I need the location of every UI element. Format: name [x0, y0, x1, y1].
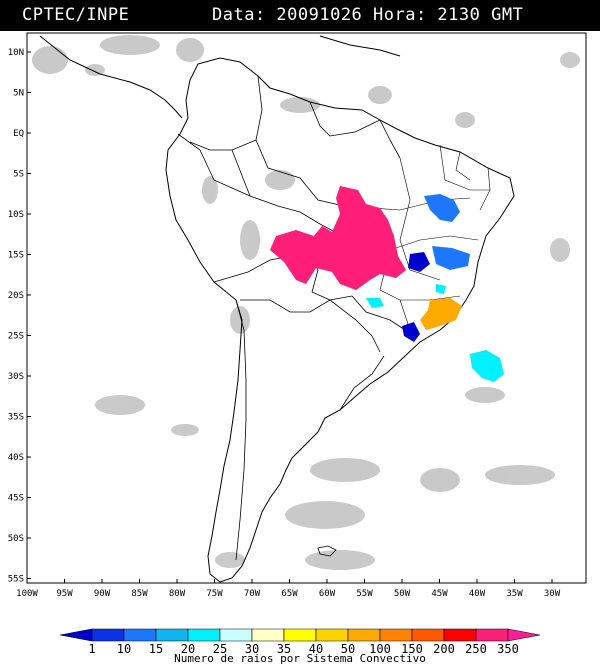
lat-label: 5N — [13, 89, 24, 99]
lon-label: 55W — [356, 589, 373, 599]
colorbar-swatch — [443, 628, 477, 642]
organization-label: CPTEC/INPE — [22, 5, 130, 25]
lat-label: 25S — [8, 332, 24, 342]
system-central-brazil — [270, 186, 406, 290]
lon-label: 50W — [394, 589, 411, 599]
colorbar-swatch — [315, 628, 349, 642]
colorbar-label: 150 — [401, 642, 423, 656]
lat-label: 10N — [8, 48, 24, 58]
lon-label: 35W — [506, 589, 523, 599]
lat-label: 10S — [8, 210, 24, 220]
lat-label: 45S — [8, 494, 24, 504]
lat-label: 20S — [8, 291, 24, 301]
colorbar-label: 40 — [309, 642, 323, 656]
colorbar-swatch — [91, 628, 125, 642]
colorbar-swatch — [187, 628, 221, 642]
colorbar-label: 30 — [245, 642, 259, 656]
colorbar-swatch — [155, 628, 189, 642]
lon-label: 95W — [56, 589, 73, 599]
lon-label: 45W — [431, 589, 448, 599]
longitude-axis: 100W 95W 90W 85W 80W 75W 70W 65W 60W 55W 50W 45W 40W… — [16, 579, 561, 599]
lon-label: 40W — [469, 589, 486, 599]
system-ocean-cyan — [470, 350, 504, 382]
lon-label: 30W — [544, 589, 561, 599]
lat-label: 30S — [8, 372, 24, 382]
lon-label: 80W — [169, 589, 186, 599]
lat-label: 40S — [8, 453, 24, 463]
colorbar-swatch — [123, 628, 157, 642]
lon-label: 60W — [319, 589, 336, 599]
lon-label: 100W — [16, 589, 38, 599]
colorbar-swatch — [347, 628, 381, 642]
system-dark-blue-1 — [408, 252, 430, 272]
map-frame — [26, 32, 587, 584]
colorbar-swatch — [411, 628, 445, 642]
colorbar-swatch — [251, 628, 285, 642]
lat-label: 5S — [13, 170, 24, 180]
colorbar-label: 20 — [181, 642, 195, 656]
lon-label: 75W — [206, 589, 223, 599]
colorbar-label: 15 — [149, 642, 163, 656]
lat-label: 15S — [8, 251, 24, 261]
lon-label: 70W — [244, 589, 261, 599]
system-dark-blue-2 — [402, 322, 420, 342]
datetime-label: Data: 20091026 Hora: 2130 GMT — [212, 5, 524, 25]
system-cyan-1 — [366, 298, 384, 308]
colorbar-label: 50 — [341, 642, 355, 656]
colorbar-label: 350 — [497, 642, 519, 656]
lat-label: EQ — [13, 129, 24, 139]
system-southeast-orange — [420, 298, 462, 330]
caribbean-outline — [319, 35, 401, 57]
colorbar-label: 1 — [88, 642, 95, 656]
system-northeast-2 — [432, 246, 470, 270]
lon-label: 90W — [94, 589, 111, 599]
colorbar-label: 10 — [117, 642, 131, 656]
lat-label: 50S — [8, 534, 24, 544]
colorbar-swatch — [379, 628, 413, 642]
system-northeast-1 — [424, 194, 460, 222]
falklands-outline — [317, 545, 337, 557]
convective-systems — [270, 186, 504, 382]
colorbar-label: 35 — [277, 642, 291, 656]
colorbar-label: 25 — [213, 642, 227, 656]
cloud-cover — [32, 35, 580, 570]
system-cyan-2 — [436, 284, 446, 294]
colorbar-swatch — [59, 628, 93, 642]
colorbar-swatch — [507, 628, 541, 642]
colorbar-swatch — [219, 628, 253, 642]
colorbar-swatch — [283, 628, 317, 642]
colorbar-label: 250 — [465, 642, 487, 656]
lon-label: 65W — [281, 589, 298, 599]
colorbar: 1 10 15 20 25 30 35 40 50 100 150 200 250 350 — [59, 628, 541, 656]
colorbar-label: 200 — [433, 642, 455, 656]
legend-title: Numero de raios por Sistema Convectivo — [174, 652, 426, 665]
latitude-axis: 10N 5N EQ 5S 10S 15S 20S 25S 30S 35S 40S 45S 50S 55S — [8, 48, 31, 585]
colorbar-swatch — [475, 628, 509, 642]
central-america-outline — [39, 35, 183, 119]
colorbar-label: 100 — [369, 642, 391, 656]
lon-label: 85W — [131, 589, 148, 599]
lat-label: 35S — [8, 413, 24, 423]
header-bar: CPTEC/INPE Data: 20091026 Hora: 2130 GMT — [0, 0, 600, 31]
lat-label: 55S — [8, 575, 24, 585]
